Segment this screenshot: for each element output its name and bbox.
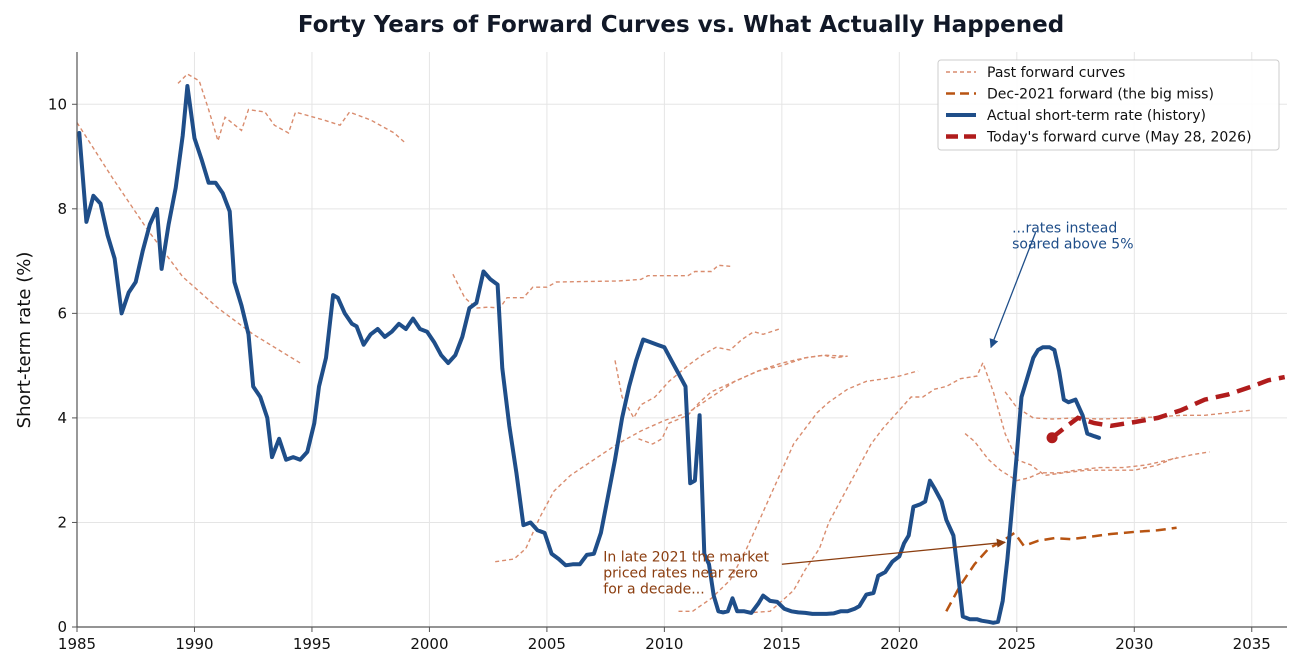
y-tick-label: 10 (48, 95, 67, 113)
y-tick-label: 2 (57, 513, 67, 531)
dec-2021-forward-curve (945, 526, 1177, 612)
past-forward-curves (76, 73, 1252, 614)
y-tick-label: 4 (57, 409, 67, 427)
past-forward-curve-line (76, 122, 301, 364)
actual-rate-series (77, 84, 1101, 625)
y-tick-label: 6 (57, 304, 67, 322)
past-forward-curve-line (1004, 391, 1252, 420)
todays-forward-curve (1046, 374, 1286, 444)
x-tick-label: 2020 (880, 635, 918, 653)
past-forward-curve-line (495, 354, 848, 563)
x-tick-label: 2035 (1233, 635, 1271, 653)
x-tick-label: 2015 (763, 635, 801, 653)
legend-entry: Dec-2021 forward (the big miss) (987, 87, 1214, 103)
x-tick-label: 2000 (410, 635, 448, 653)
annotation-text: ...rates instead soared above 5% (1012, 220, 1133, 252)
past-forward-curve-line (753, 360, 985, 614)
past-forward-curve-line (983, 365, 1177, 477)
past-forward-curve-line (964, 433, 1210, 482)
x-tick-label: 2005 (528, 635, 566, 653)
x-tick-label: 1985 (58, 635, 96, 653)
x-tick-label: 2030 (1115, 635, 1153, 653)
axes: 1985 1990 1995 2000 2005 2010 2015 2020 2025 2030… (48, 52, 1287, 653)
legend-entry: Past forward curves (987, 65, 1125, 81)
past-forward-curve-line (614, 328, 780, 420)
y-tick-label: 0 (57, 618, 67, 636)
x-tick-label: 2010 (645, 635, 683, 653)
annotation-text: In late 2021 the market priced rates near… (603, 550, 769, 598)
legend-frame (937, 59, 1280, 151)
dec-2021-forward-line (945, 526, 1177, 612)
todays-forward-start-point (1046, 432, 1058, 444)
y-axis-ticks: 0 2 4 6 8 10 (48, 95, 77, 636)
legend: Past forward curves Dec-2021 forward (the… (937, 59, 1280, 151)
x-tick-label: 1990 (175, 635, 213, 653)
annotations: ...rates instead soared above 5% In late 2… (603, 220, 1133, 597)
annotation-arrow (781, 538, 1006, 565)
x-tick-label: 2025 (998, 635, 1036, 653)
legend-entry: Actual short-term rate (history) (987, 108, 1206, 124)
y-tick-label: 8 (57, 200, 67, 218)
legend-entry: Today's forward curve (May 28, 2026) (986, 130, 1252, 146)
x-axis-ticks: 1985 1990 1995 2000 2005 2010 2015 2020 2025 2030… (58, 627, 1271, 653)
past-forward-curve-line (177, 73, 407, 145)
past-forward-curve-line (638, 354, 848, 445)
past-forward-curve-line (452, 264, 731, 309)
chart-title: Forty Years of Forward Curves vs. What A… (298, 12, 1064, 38)
past-forward-curve-line (678, 370, 919, 612)
annotation-arrow (989, 232, 1037, 349)
actual-rate-line (77, 84, 1101, 625)
todays-forward-line (1050, 374, 1286, 440)
y-axis-label: Short-term rate (%) (14, 252, 35, 429)
x-tick-label: 1995 (293, 635, 331, 653)
